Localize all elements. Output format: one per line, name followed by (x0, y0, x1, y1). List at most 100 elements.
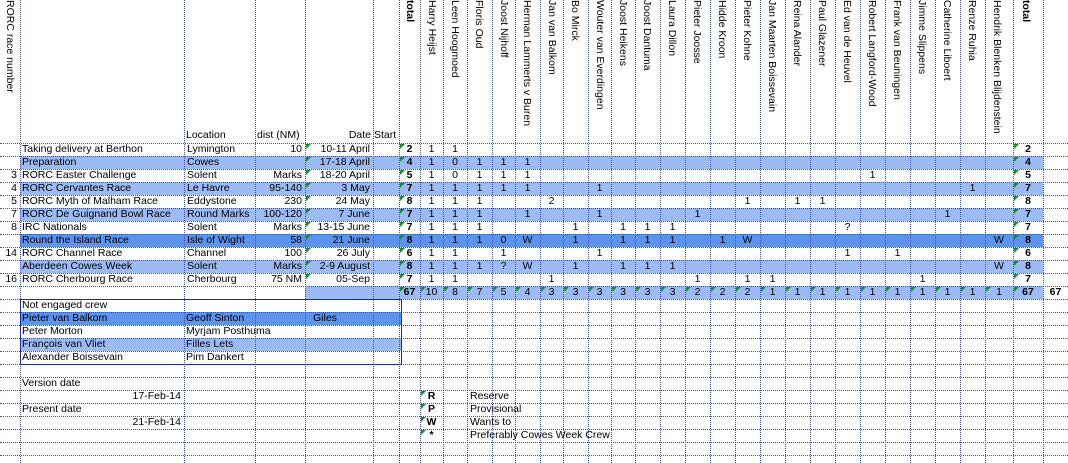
crew-cell[interactable]: W (742, 234, 753, 246)
crew-header-15[interactable]: Jan Maarten Boissevain (766, 0, 778, 113)
crew-cell[interactable]: 1 (524, 182, 531, 194)
crew-cell[interactable]: 1 (476, 208, 483, 220)
crew-cell[interactable]: 1 (476, 156, 483, 168)
crew-cell[interactable]: 1 (572, 221, 579, 233)
crew-cell[interactable]: 1 (669, 221, 676, 233)
crew-cell[interactable]: 1 (969, 182, 976, 194)
crew-header-23[interactable]: Renze Ruhia (966, 0, 978, 61)
crew-cell[interactable]: 1 (476, 234, 483, 246)
crew-cell[interactable]: 1 (644, 221, 651, 233)
crew-cell[interactable]: 1 (644, 234, 651, 246)
crew-cell[interactable]: 1 (452, 260, 458, 272)
crew-cell[interactable]: 1 (428, 260, 435, 272)
crew-cell[interactable]: 1 (452, 182, 458, 194)
crew-cell[interactable]: 1 (428, 247, 435, 259)
crew-cell[interactable]: 2 (548, 195, 555, 207)
crew-header-6[interactable]: Jan van Balkom (546, 0, 558, 75)
crew-cell[interactable]: 1 (428, 169, 435, 181)
crew-cell[interactable]: 1 (644, 260, 651, 272)
race-name[interactable]: IRC Nationals (22, 221, 87, 233)
crew-cell[interactable]: 1 (524, 169, 531, 181)
crew-cell[interactable]: 1 (428, 234, 435, 246)
crew-header-18[interactable]: Ed van de Heuvel (841, 0, 853, 83)
race-name[interactable]: RORC De Guignand Bowl Race (22, 208, 171, 220)
crew-header-19[interactable]: Robert Langford-Wood (866, 0, 878, 107)
crew-cell[interactable]: 1 (452, 208, 458, 220)
crew-cell[interactable]: 1 (596, 247, 603, 259)
crew-header-8[interactable]: Wouter van Everdingen (594, 0, 606, 110)
crew-cell[interactable]: ? (844, 221, 851, 233)
race-name[interactable]: RORC Channel Race (22, 247, 123, 259)
crew-cell[interactable]: 1 (500, 169, 507, 181)
race-name[interactable]: Round the Island Race (22, 234, 129, 246)
crew-cell[interactable]: W (994, 260, 1004, 272)
crew-cell[interactable]: 1 (669, 234, 676, 246)
crew-header-5[interactable]: Herman Lammerts v Buren (521, 0, 533, 127)
crew-header-10[interactable]: Joost Dantuma (641, 0, 653, 71)
crew-cell[interactable]: 1 (500, 156, 507, 168)
crew-cell[interactable]: 1 (452, 221, 458, 233)
crew-cell[interactable]: W (522, 260, 533, 272)
crew-cell[interactable]: 1 (572, 260, 579, 272)
crew-cell[interactable]: 0 (500, 234, 507, 246)
crew-cell[interactable]: 0 (452, 169, 458, 181)
crew-cell[interactable]: W (994, 234, 1004, 246)
crew-header-9[interactable]: Joost Heikens (617, 0, 629, 66)
race-name[interactable]: Taking delivery at Berthon (22, 143, 143, 155)
crew-cell[interactable]: 1 (719, 234, 726, 246)
crew-cell[interactable]: 1 (744, 273, 751, 285)
crew-cell[interactable]: 1 (476, 182, 483, 194)
crew-cell[interactable]: 1 (769, 273, 776, 285)
crew-cell[interactable]: 1 (428, 182, 435, 194)
crew-cell[interactable]: 1 (548, 273, 555, 285)
crew-header-2[interactable]: Leen Hoogmoed (449, 0, 461, 78)
crew-cell[interactable]: 1 (844, 247, 851, 259)
crew-cell[interactable]: 1 (428, 143, 435, 155)
crew-header-1[interactable]: Harry Heijst (426, 0, 438, 55)
crew-header-7[interactable]: Bo Mirck (569, 0, 581, 41)
crew-header-16[interactable]: Reina Alander (791, 0, 803, 66)
crew-cell[interactable]: 1 (452, 195, 458, 207)
crew-cell[interactable]: 1 (428, 221, 435, 233)
crew-cell[interactable]: 1 (428, 208, 435, 220)
crew-cell[interactable]: 1 (596, 208, 603, 220)
crew-header-20[interactable]: Frank van Beuningen (891, 0, 903, 100)
crew-cell[interactable]: 1 (620, 260, 626, 272)
crew-cell[interactable]: 1 (428, 195, 435, 207)
race-name[interactable]: Preparation (22, 156, 77, 168)
race-name[interactable]: Aberdeen Cowes Week (22, 260, 133, 272)
crew-cell[interactable]: 1 (476, 169, 483, 181)
crew-cell[interactable]: 1 (452, 143, 458, 155)
crew-cell[interactable]: 1 (620, 234, 626, 246)
crew-cell[interactable]: 1 (428, 156, 435, 168)
crew-cell[interactable]: 1 (944, 208, 951, 220)
crew-header-22[interactable]: Catherine Liboert (941, 0, 953, 81)
crew-header-4[interactable]: Joost Nijhoff (498, 0, 510, 58)
race-name[interactable]: RORC Easter Challenge (22, 169, 137, 181)
crew-cell[interactable]: 1 (476, 260, 483, 272)
race-name[interactable]: RORC Cervantes Race (22, 182, 132, 194)
crew-cell[interactable]: 1 (452, 234, 458, 246)
crew-header-24[interactable]: Hendrik Blenken Blijdenstein (991, 0, 1003, 134)
crew-cell[interactable]: 1 (596, 182, 603, 194)
crew-cell[interactable]: 1 (428, 273, 435, 285)
crew-cell[interactable]: ? (500, 260, 507, 272)
crew-cell[interactable]: 1 (694, 208, 701, 220)
crew-cell[interactable]: 1 (572, 234, 579, 246)
crew-cell[interactable]: 1 (500, 182, 507, 194)
crew-cell[interactable]: 1 (452, 273, 458, 285)
crew-cell[interactable]: 1 (620, 221, 626, 233)
crew-cell[interactable]: 0 (452, 156, 458, 168)
crew-cell[interactable]: 1 (669, 260, 676, 272)
crew-cell[interactable]: 1 (452, 247, 458, 259)
crew-header-14[interactable]: Pieter Kohne (741, 0, 753, 61)
crew-cell[interactable]: 1 (500, 247, 507, 259)
crew-cell[interactable]: 1 (894, 247, 901, 259)
crew-header-11[interactable]: Laura Dillon (666, 0, 678, 57)
crew-cell[interactable]: 1 (694, 273, 701, 285)
crew-cell[interactable]: 1 (524, 156, 531, 168)
crew-cell[interactable]: 1 (744, 195, 751, 207)
crew-cell[interactable]: 1 (476, 195, 483, 207)
crew-cell[interactable]: 1 (524, 208, 531, 220)
crew-header-12[interactable]: Pieter Joosse (691, 0, 703, 64)
